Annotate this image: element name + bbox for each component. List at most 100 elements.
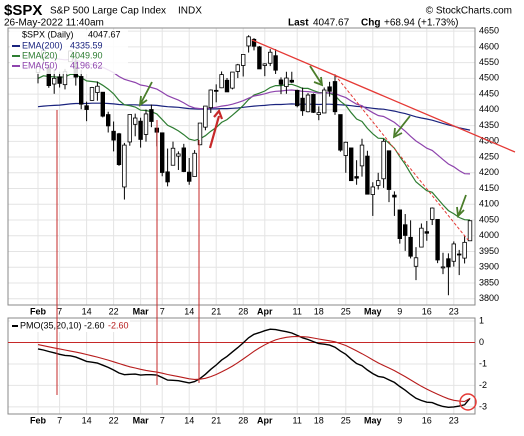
candle-body (143, 113, 149, 135)
candle-body (278, 79, 284, 85)
x-tick-label: 14 (82, 306, 92, 316)
candle-body (224, 79, 230, 93)
legend-value: -2.60 (84, 320, 105, 330)
symbol: $SPX (4, 2, 42, 19)
series-line (37, 335, 471, 403)
candle-body (106, 114, 111, 127)
y-tick-label: 4650 (479, 26, 499, 36)
candle-body (79, 76, 84, 105)
x-tick-label: 21 (211, 306, 221, 316)
candle-body (95, 85, 100, 93)
index-name: S&P 500 Large Cap Index (50, 6, 166, 17)
exchange: INDX (178, 6, 202, 17)
x-tick-label: 28 (238, 306, 248, 316)
plot-frame (7, 27, 476, 306)
trendline (251, 39, 516, 153)
y-tick-label: 4200 (479, 167, 499, 177)
candle-body (262, 63, 267, 66)
candle-body (230, 71, 235, 89)
arrow (208, 108, 224, 149)
candle-body (100, 91, 105, 117)
x-tick-label: 18 (314, 306, 324, 316)
candle-body (251, 38, 257, 47)
series-line (37, 102, 471, 131)
candle-body (375, 180, 381, 186)
candle-body (186, 171, 192, 182)
x-tick-label: 7 (160, 306, 165, 316)
y-tick-label: 3950 (479, 246, 499, 256)
candle-body (327, 86, 332, 92)
y-tick-label: 3900 (479, 262, 499, 272)
candle-body (273, 55, 278, 71)
candle-body (446, 258, 451, 268)
x-tick-label: 16 (422, 306, 432, 316)
y-tick-label: 1 (479, 315, 484, 325)
candle-body (300, 97, 305, 112)
candle-body (386, 150, 392, 190)
candle-body (127, 114, 132, 143)
legend-label: EMA(50) (22, 60, 58, 70)
x-tick-label: 25 (341, 306, 351, 316)
candle-body (257, 46, 262, 70)
arrow (456, 194, 467, 218)
candle-body (392, 194, 397, 198)
candle-body (52, 77, 57, 85)
candle-body (429, 207, 435, 220)
x-tick-label: 9 (397, 415, 402, 425)
date: 26-May-2022 11:40am (4, 18, 104, 29)
annotations (56, 39, 516, 411)
y-tick-label: 4100 (479, 199, 499, 209)
candle-body (240, 54, 246, 66)
y-tick-label: 4400 (479, 104, 499, 114)
legend-label: EMA(20) (22, 50, 58, 60)
legend-box (10, 30, 128, 74)
x-tick-label: May (364, 415, 382, 425)
candle-body (456, 253, 462, 256)
candle-body (354, 176, 359, 179)
candle-body (181, 147, 186, 172)
arrow (392, 115, 411, 139)
candle-body (197, 122, 203, 146)
candle-body (132, 117, 138, 125)
y-tick-label: 4000 (479, 230, 499, 240)
legend-value: 4335.59 (70, 40, 103, 50)
x-tick-label: 28 (238, 415, 248, 425)
x-tick-label: Apr (257, 415, 273, 425)
candle-body (402, 224, 408, 236)
y-tick-label: 4500 (479, 73, 499, 83)
candle-body (397, 209, 402, 239)
candle-body (321, 89, 327, 114)
chg-label: Chg (361, 18, 380, 29)
candle-body (89, 87, 95, 101)
legend-value: 4047.67 (88, 29, 121, 39)
y-tick-label: 4600 (479, 41, 499, 51)
legend-label: PMO(35,20,10) (20, 320, 82, 330)
candle-body (316, 112, 321, 115)
candle-body (451, 243, 456, 262)
candle-body (419, 227, 424, 248)
candle-body (267, 51, 273, 64)
legend-label: EMA(200) (22, 40, 63, 50)
x-tick-label: 23 (449, 415, 459, 425)
candle-body (413, 257, 419, 267)
x-tick-label: 22 (109, 415, 119, 425)
series-line (37, 328, 471, 409)
x-tick-label: 14 (184, 415, 194, 425)
candle-body (462, 241, 467, 259)
y-tick-label: 3850 (479, 277, 499, 287)
y-tick-label: 4350 (479, 120, 499, 130)
candle-body (149, 109, 154, 122)
candle-body (424, 231, 429, 234)
candle-body (203, 105, 208, 128)
candle-body (294, 89, 300, 107)
x-tick-label: 7 (57, 415, 62, 425)
x-tick-label: 25 (341, 415, 351, 425)
x-tick-label: 16 (422, 415, 432, 425)
last-label: Last (288, 18, 309, 29)
x-tick-label: Apr (257, 306, 273, 316)
x-tick-label: 23 (449, 306, 459, 316)
y-tick-label: -3 (479, 401, 487, 411)
y-tick-label: 4450 (479, 88, 499, 98)
y-tick-label: -1 (479, 358, 487, 368)
candle-body (111, 130, 116, 141)
